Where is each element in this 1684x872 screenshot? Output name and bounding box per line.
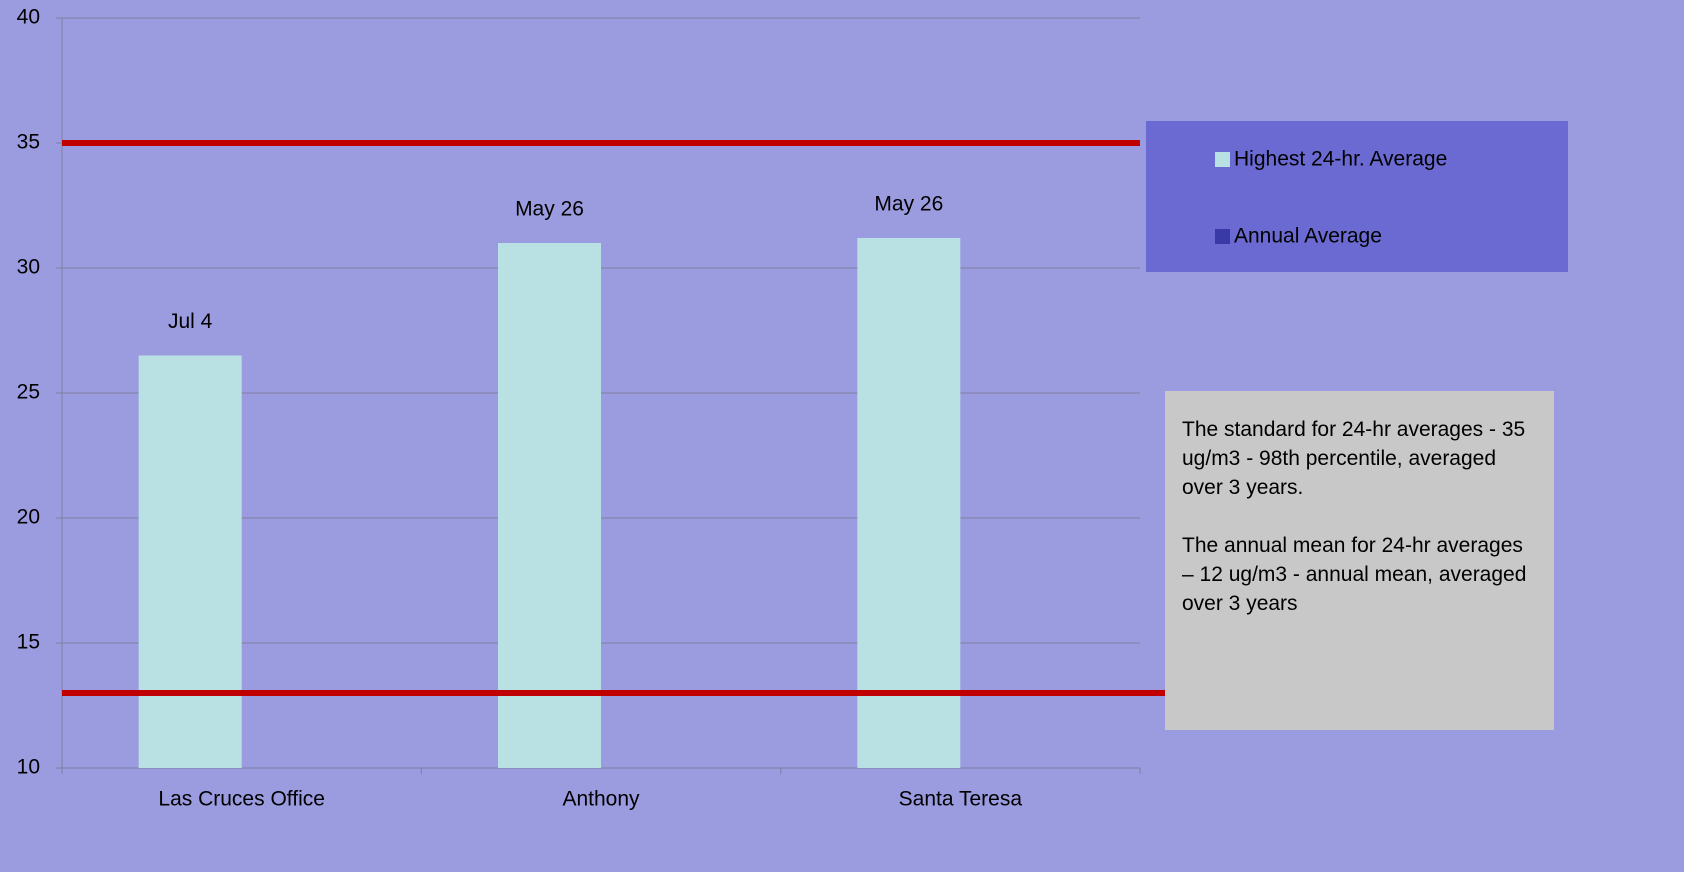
x-tick-label: Las Cruces Office — [158, 788, 325, 811]
y-tick-label: 15 — [17, 631, 40, 654]
y-tick-label: 40 — [17, 6, 40, 29]
y-tick-label: 25 — [17, 381, 40, 404]
legend-swatch — [1215, 229, 1230, 244]
legend-box — [1146, 121, 1568, 272]
y-tick-label: 20 — [17, 506, 40, 529]
x-tick-label: Anthony — [562, 788, 640, 811]
note-text: The standard for 24-hr averages - 35 ug/… — [1182, 418, 1526, 499]
bar-annotation: Jul 4 — [168, 310, 213, 333]
bar — [498, 243, 601, 768]
bar — [138, 355, 242, 768]
bar-annotation: May 26 — [874, 193, 943, 216]
y-tick-label: 30 — [17, 256, 40, 279]
note-text: The annual mean for 24-hr averages – 12 … — [1182, 534, 1527, 615]
x-tick-label: Santa Teresa — [899, 788, 1023, 811]
legend-swatch — [1215, 152, 1230, 167]
legend-label: Annual Average — [1234, 225, 1382, 248]
note-box: The standard for 24-hr averages - 35 ug/… — [1165, 391, 1554, 730]
legend-label: Highest 24-hr. Average — [1234, 148, 1447, 171]
bar — [857, 238, 961, 768]
y-tick-label: 10 — [17, 756, 40, 779]
bar-annotation: May 26 — [515, 198, 584, 221]
y-tick-label: 35 — [17, 131, 40, 154]
